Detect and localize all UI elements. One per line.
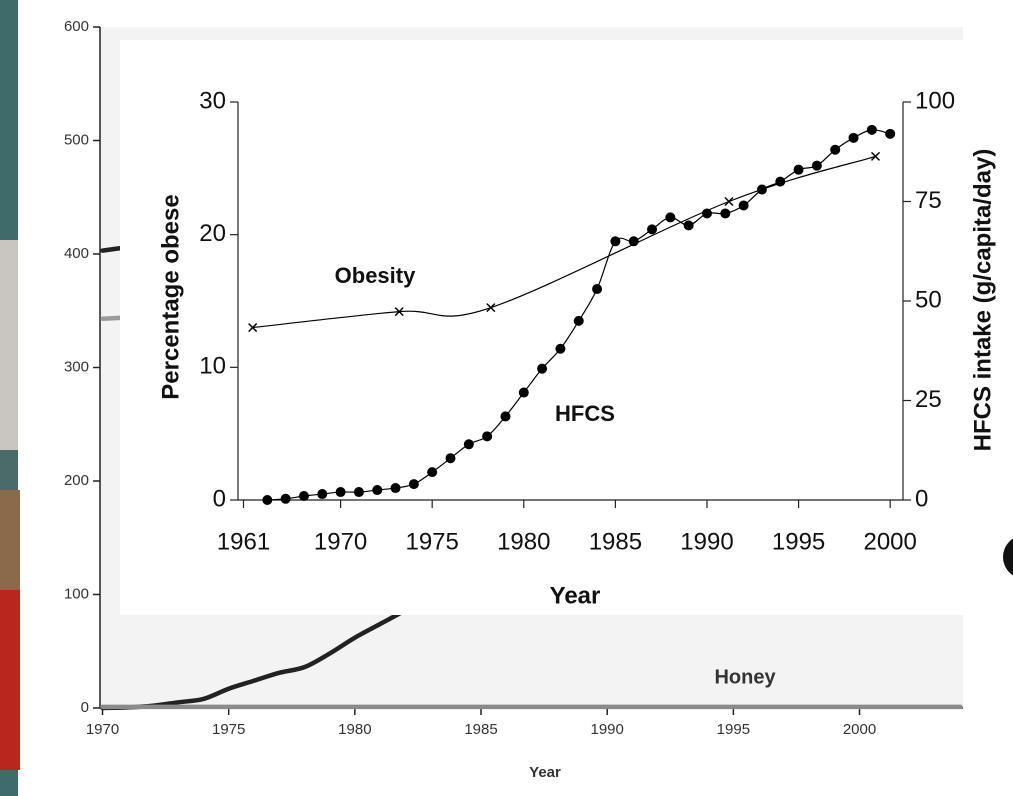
photo-strip xyxy=(0,450,18,490)
data-point xyxy=(684,220,694,230)
data-point xyxy=(739,200,749,210)
data-point xyxy=(519,388,529,398)
data-point xyxy=(610,236,620,246)
data-point xyxy=(720,208,730,218)
photo-strip xyxy=(0,770,18,796)
x-tick-label: 2000 xyxy=(863,528,916,555)
data-point xyxy=(317,489,327,499)
x-tick-label: 1975 xyxy=(405,528,458,555)
y2-axis-label: HFCS intake (g/capita/day) xyxy=(969,149,996,452)
data-point xyxy=(537,364,547,374)
x-tick-label: 1980 xyxy=(497,528,550,555)
series-label: HFCS xyxy=(555,401,615,426)
y2-tick-label: 50 xyxy=(915,286,942,313)
data-point xyxy=(885,129,895,139)
x-tick-label: 1990 xyxy=(680,528,733,555)
data-point xyxy=(391,483,401,493)
photo-strip xyxy=(0,590,20,770)
y-axis-label: Percentage obese xyxy=(157,194,184,399)
x-tick-label: 1985 xyxy=(589,528,642,555)
y-tick-label: 500 xyxy=(64,131,89,148)
x-tick-label: 1995 xyxy=(772,528,825,555)
page: Year 01002003004005006001970197519801985… xyxy=(0,0,1013,796)
x-tick-label: 1961 xyxy=(217,528,270,555)
data-point xyxy=(775,177,785,187)
y-tick-label: 400 xyxy=(64,245,89,262)
x-axis-label: Year xyxy=(550,582,601,609)
data-point xyxy=(849,133,859,143)
series-label: Honey xyxy=(714,666,776,688)
data-point xyxy=(867,125,877,135)
x-axis-label: Year xyxy=(529,764,561,781)
data-point xyxy=(647,224,657,234)
y2-tick-label: 25 xyxy=(915,386,942,413)
data-point xyxy=(665,212,675,222)
data-point xyxy=(592,284,602,294)
y-tick-label: 0 xyxy=(81,699,89,716)
y-tick-label: 100 xyxy=(64,585,89,602)
x-tick-label: 1970 xyxy=(86,721,119,738)
data-point xyxy=(702,208,712,218)
data-point xyxy=(446,453,456,463)
y2-tick-label: 100 xyxy=(915,87,955,114)
photo-fragment xyxy=(1003,535,1013,579)
y-tick-label: 20 xyxy=(199,220,226,247)
x-tick-label: 2000 xyxy=(843,721,876,738)
data-point xyxy=(555,344,565,354)
data-point xyxy=(427,467,437,477)
photo-strip xyxy=(0,240,18,450)
y-tick-label: 300 xyxy=(64,358,89,375)
data-point xyxy=(482,431,492,441)
x-tick-label: 1985 xyxy=(464,721,497,738)
data-point xyxy=(500,411,510,421)
data-point xyxy=(354,487,364,497)
data-point xyxy=(262,495,272,505)
x-tick-label: 1980 xyxy=(338,721,371,738)
data-point xyxy=(372,485,382,495)
x-tick-label: 1975 xyxy=(212,721,245,738)
data-point xyxy=(812,161,822,171)
data-point xyxy=(336,487,346,497)
y-tick-label: 200 xyxy=(64,472,89,489)
y-tick-label: 600 xyxy=(64,18,89,35)
data-point xyxy=(757,185,767,195)
x-tick-label: 1990 xyxy=(591,721,624,738)
y2-tick-label: 0 xyxy=(915,485,928,512)
data-point xyxy=(409,479,419,489)
photo-strip xyxy=(0,0,18,240)
data-point xyxy=(830,145,840,155)
data-point xyxy=(629,236,639,246)
y-tick-label: 30 xyxy=(199,87,226,114)
data-point xyxy=(794,165,804,175)
data-point xyxy=(574,316,584,326)
data-point xyxy=(299,491,309,501)
photo-strip xyxy=(0,490,20,590)
data-point xyxy=(281,494,291,504)
x-tick-label: 1970 xyxy=(314,528,367,555)
series-label: Obesity xyxy=(335,263,416,288)
x-tick-label: 1995 xyxy=(717,721,750,738)
y-tick-label: 10 xyxy=(199,353,226,380)
y2-tick-label: 75 xyxy=(915,187,942,214)
data-point xyxy=(464,439,474,449)
y-tick-label: 0 xyxy=(213,485,226,512)
figure: Year 01002003004005006001970197519801985… xyxy=(0,0,1013,796)
